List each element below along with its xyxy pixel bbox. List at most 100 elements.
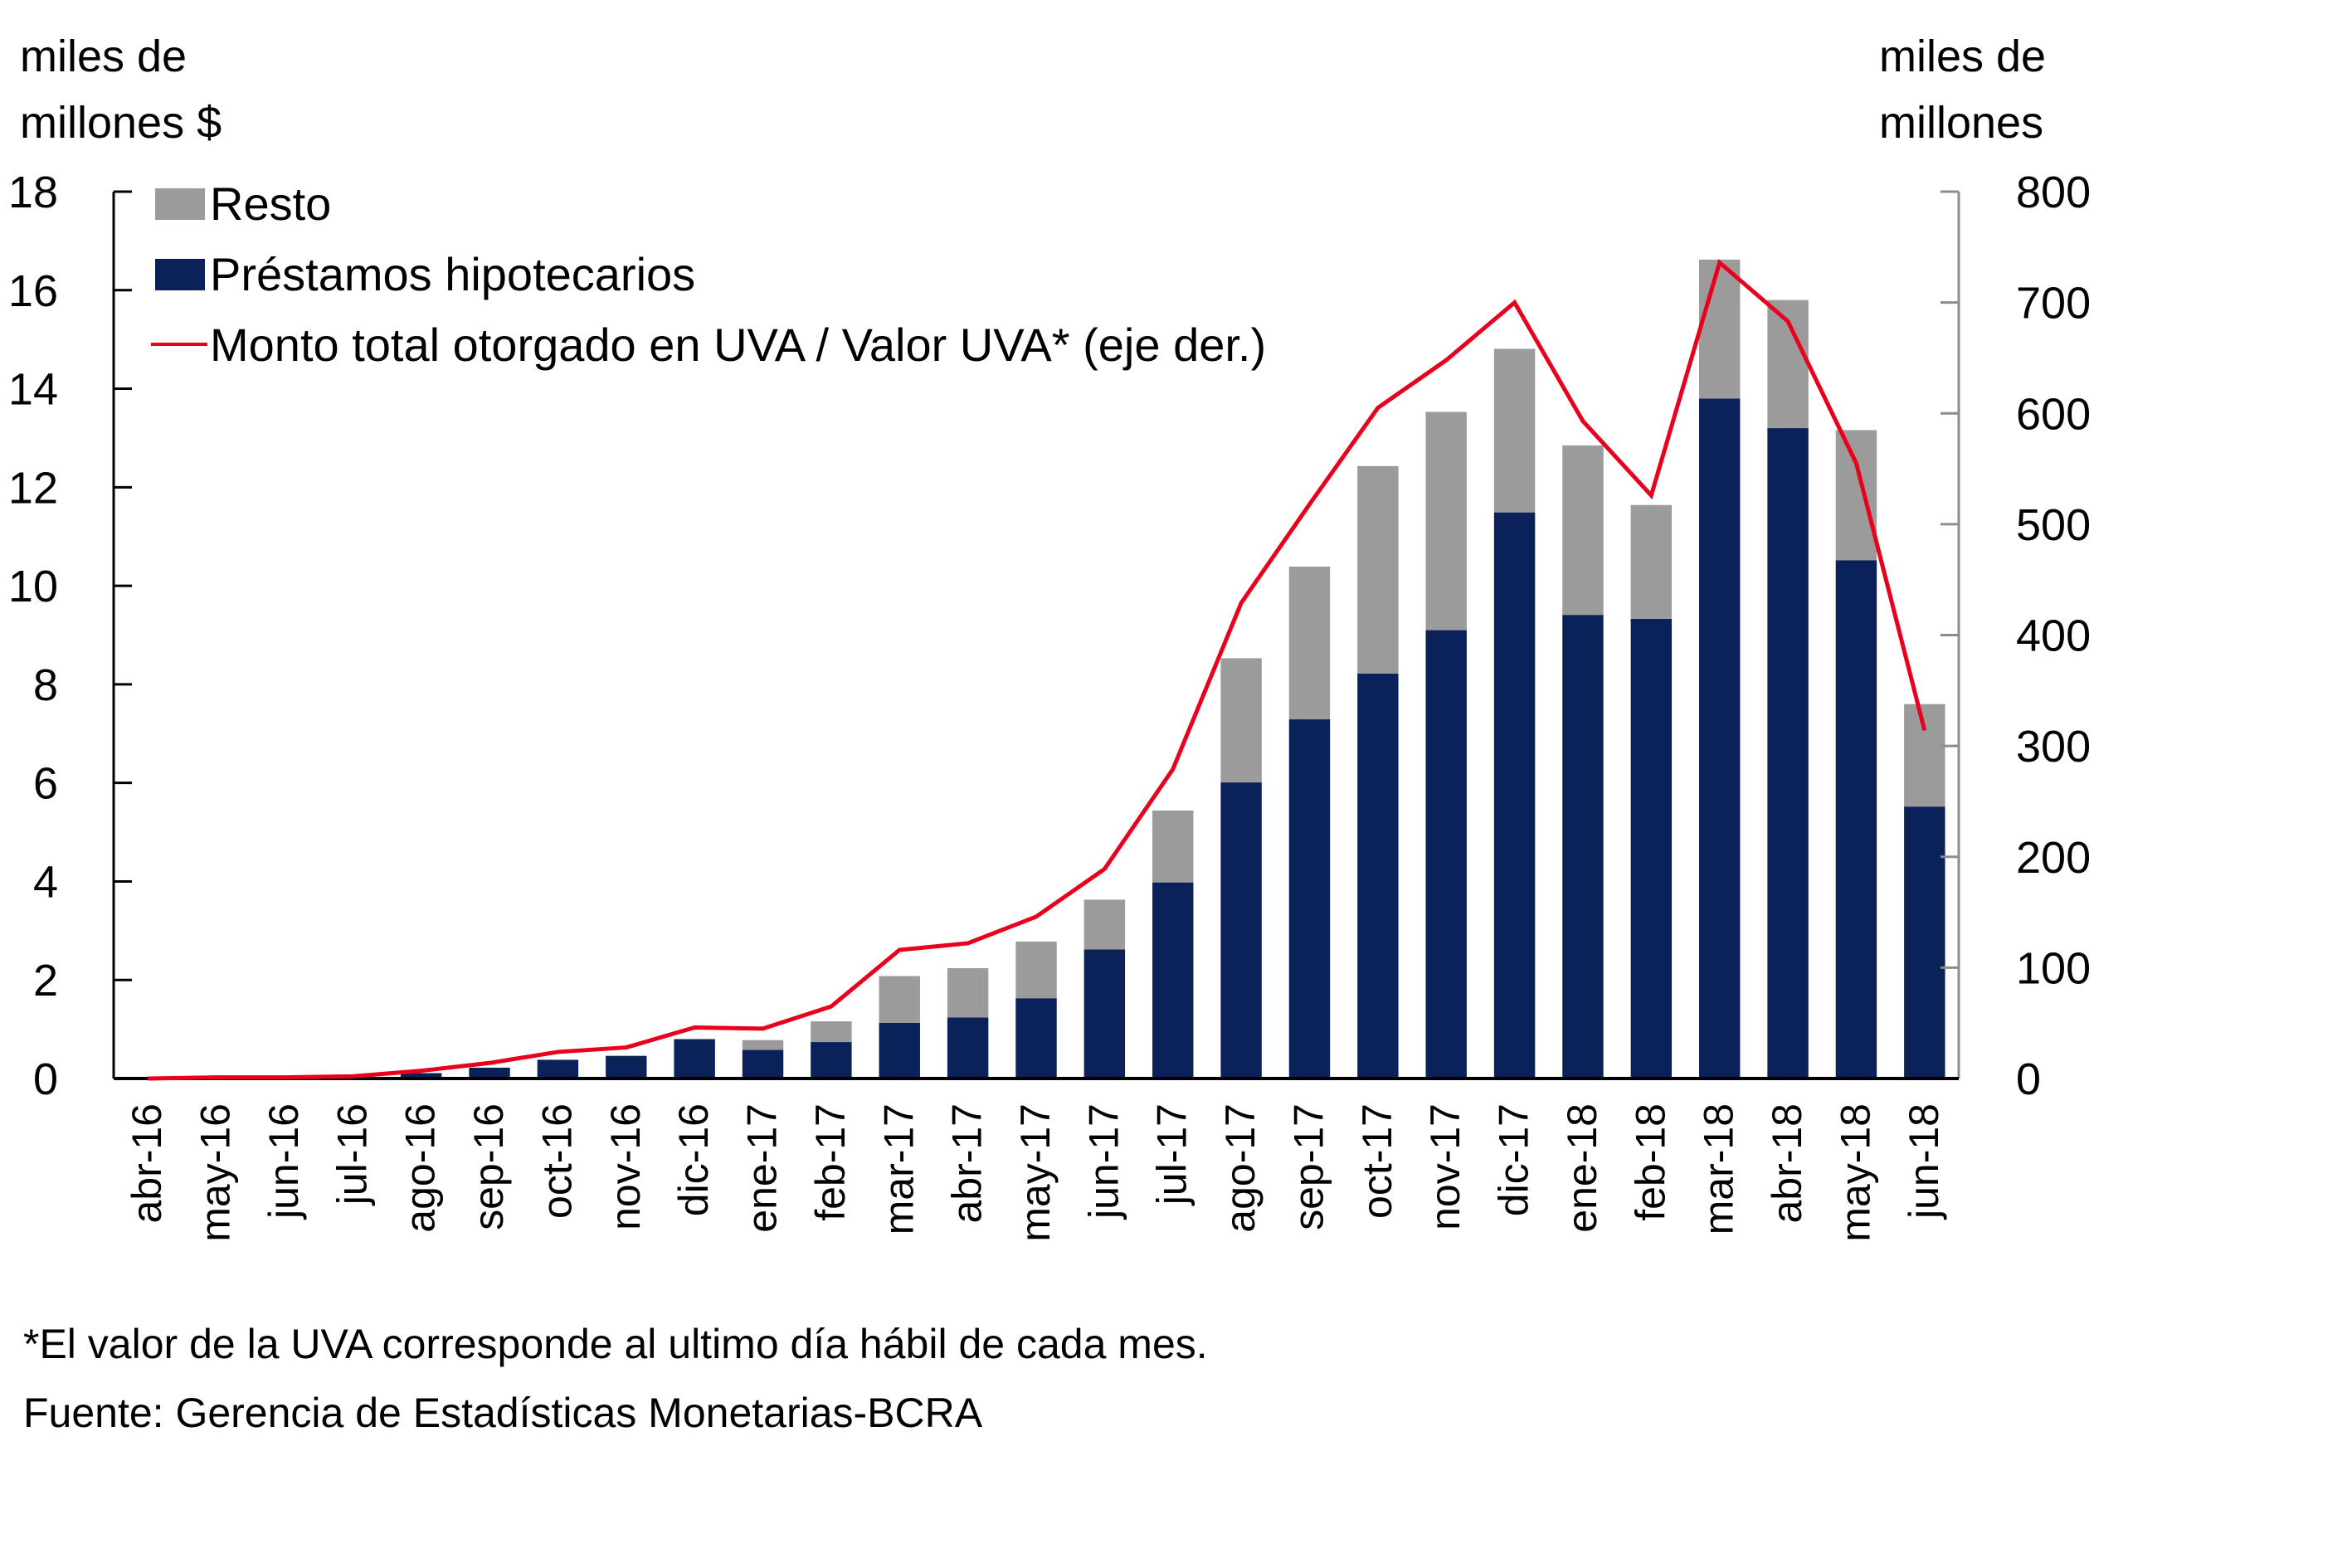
- bar-resto: [1835, 430, 1877, 561]
- x-axis-label: dic-16: [670, 1103, 717, 1216]
- bar-prestamos-hipotecarios: [1835, 560, 1877, 1079]
- right-axis-tick-label: 100: [2016, 943, 2091, 993]
- bars-layer: [195, 259, 1945, 1079]
- bar-prestamos-hipotecarios: [1493, 512, 1536, 1079]
- bar-prestamos-hipotecarios: [947, 1017, 989, 1079]
- footnote-uva: *El valor de la UVA corresponde al ultim…: [23, 1321, 1208, 1367]
- x-axis-label: feb-18: [1627, 1103, 1673, 1221]
- x-axis-label: abr-16: [124, 1103, 170, 1224]
- bar-prestamos-hipotecarios: [1357, 673, 1399, 1079]
- axes-layer: 0 2 4 6 8 10 12 14 16 18 0 100 200 300 400 500 600 700 800: [8, 168, 2091, 1104]
- x-axis-label: nov-17: [1422, 1103, 1468, 1230]
- bar-prestamos-hipotecarios: [1288, 719, 1331, 1079]
- bar-prestamos-hipotecarios: [811, 1042, 852, 1079]
- bar-prestamos-hipotecarios: [537, 1059, 579, 1079]
- bar-prestamos-hipotecarios: [400, 1073, 442, 1079]
- left-axis-title: miles de millones $: [20, 23, 222, 156]
- bar-resto: [1904, 704, 1945, 807]
- x-axis-label: jul-17: [1149, 1103, 1195, 1206]
- x-axis-label: abr-18: [1764, 1103, 1810, 1224]
- bar-resto: [1357, 465, 1399, 674]
- left-axis-tick-label: 4: [33, 857, 58, 907]
- bar-prestamos-hipotecarios: [1425, 630, 1467, 1079]
- x-axis-label: feb-17: [807, 1103, 854, 1221]
- bar-prestamos-hipotecarios: [1083, 949, 1126, 1079]
- x-axis-label: dic-17: [1491, 1103, 1537, 1216]
- bar-resto: [947, 967, 989, 1018]
- bar-resto: [1083, 899, 1126, 950]
- left-axis-tick-label: 16: [8, 266, 58, 316]
- left-axis-tick-label: 6: [33, 759, 58, 809]
- left-axis-tick-label: 18: [8, 168, 58, 217]
- legend-label: Préstamos hipotecarios: [210, 248, 695, 300]
- bar-resto: [1425, 411, 1467, 631]
- line-layer: [148, 259, 1927, 1081]
- x-axis-label: oct-16: [533, 1103, 580, 1219]
- bar-resto: [1288, 566, 1331, 720]
- right-axis-tick-label: 300: [2016, 722, 2091, 772]
- x-axis-label: may-17: [1012, 1103, 1059, 1242]
- bar-prestamos-hipotecarios: [469, 1067, 510, 1079]
- bar-prestamos-hipotecarios: [606, 1055, 647, 1079]
- right-axis-tick-label: 200: [2016, 833, 2091, 883]
- x-axis-label: mar-17: [875, 1103, 922, 1234]
- bar-resto: [1562, 445, 1604, 616]
- x-axis-label: oct-17: [1354, 1103, 1400, 1219]
- x-axis-label: mar-18: [1696, 1103, 1742, 1234]
- bar-resto: [1152, 810, 1194, 883]
- right-axis-title-line1: miles de: [1879, 32, 2047, 81]
- bar-prestamos-hipotecarios: [1698, 398, 1741, 1079]
- bar-prestamos-hipotecarios: [1767, 428, 1809, 1079]
- left-axis-title-line1: miles de: [20, 32, 187, 81]
- bar-prestamos-hipotecarios: [1630, 618, 1673, 1079]
- x-axis-label: may-16: [192, 1103, 239, 1242]
- left-axis-tick-label: 2: [33, 956, 58, 1006]
- x-axis-label: ene-18: [1559, 1103, 1605, 1233]
- legend-label: Monto total otorgado en UVA / Valor UVA*…: [210, 319, 1266, 371]
- x-axis-label: jun-16: [261, 1103, 307, 1220]
- bar-prestamos-hipotecarios: [742, 1049, 784, 1079]
- left-axis-tick-label: 12: [8, 463, 58, 513]
- x-axis-label: abr-17: [944, 1103, 991, 1224]
- bar-prestamos-hipotecarios: [674, 1039, 715, 1079]
- x-axis-labels: abr-16 may-16 jun-16 jul-16 ago-16 sep-16 oct-…: [124, 1103, 1947, 1242]
- left-axis-tick-label: 10: [8, 562, 58, 611]
- right-axis-tick-label: 500: [2016, 500, 2091, 550]
- left-axis-tick-label: 8: [33, 660, 58, 710]
- right-axis-tick-label: 700: [2016, 279, 2091, 329]
- left-axis-tick-label: 14: [8, 365, 58, 415]
- left-axis-title-line2: millones $: [20, 98, 222, 148]
- bar-resto: [742, 1040, 784, 1050]
- x-axis-label: jul-16: [329, 1103, 375, 1206]
- bar-prestamos-hipotecarios: [1015, 998, 1057, 1079]
- x-axis-label: ago-16: [397, 1103, 444, 1233]
- left-axis-tick-label: 0: [33, 1054, 58, 1104]
- bar-prestamos-hipotecarios: [879, 1022, 920, 1079]
- footnote-source: Fuente: Gerencia de Estadísticas Monetar…: [23, 1390, 983, 1436]
- bar-resto: [1630, 504, 1673, 619]
- right-axis-tick-label: 600: [2016, 389, 2091, 439]
- right-axis-tick-label: 0: [2016, 1054, 2041, 1104]
- bar-resto: [1698, 259, 1741, 399]
- bar-prestamos-hipotecarios: [1562, 615, 1604, 1079]
- bar-prestamos-hipotecarios: [1220, 782, 1262, 1079]
- x-axis-label: ago-17: [1217, 1103, 1264, 1233]
- bar-prestamos-hipotecarios: [1904, 806, 1945, 1079]
- right-axis-title: miles de millones: [1879, 23, 2046, 156]
- legend: Resto Préstamos hipotecarios Monto total o…: [151, 178, 1266, 371]
- x-axis-label: ene-17: [739, 1103, 786, 1233]
- bar-resto: [1493, 348, 1536, 513]
- bar-resto: [1220, 658, 1262, 783]
- x-axis-label: jun-17: [1080, 1103, 1127, 1220]
- x-axis-label: jun-18: [1901, 1103, 1947, 1220]
- x-axis-label: may-18: [1832, 1103, 1878, 1242]
- right-axis-tick-label: 400: [2016, 611, 2091, 661]
- x-axis-label: sep-16: [465, 1103, 512, 1230]
- bar-resto: [1015, 941, 1057, 999]
- x-axis-label: sep-17: [1285, 1103, 1332, 1230]
- bar-prestamos-hipotecarios: [1152, 882, 1194, 1079]
- bar-resto: [811, 1021, 852, 1043]
- right-axis-tick-label: 800: [2016, 168, 2091, 217]
- legend-swatch-resto: [155, 188, 205, 220]
